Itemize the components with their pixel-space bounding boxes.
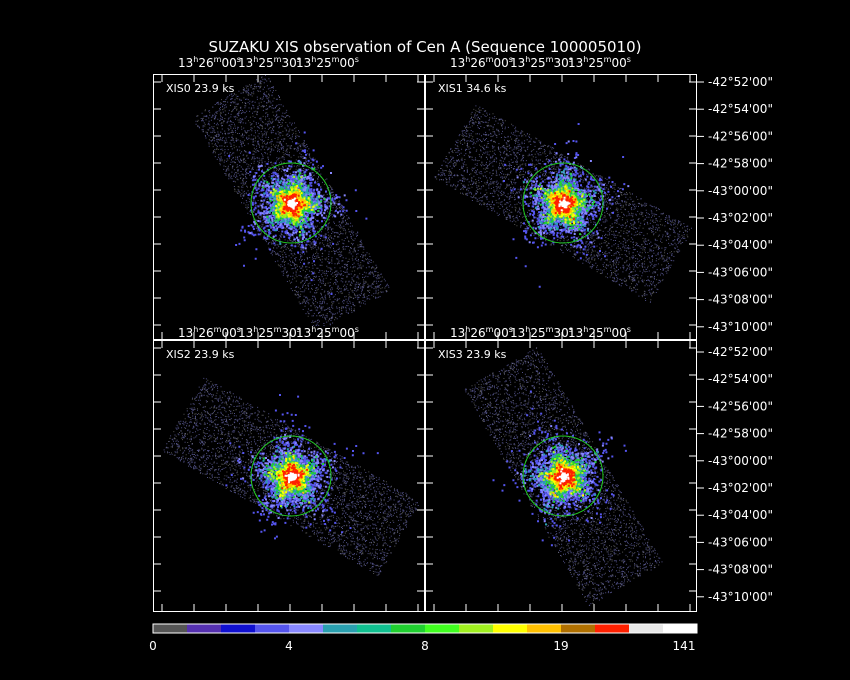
- dec-tick-label: -42°54'00": [708, 102, 773, 116]
- ra-tick-label: 13h26m00s: [178, 325, 241, 340]
- colorbar-label: 0: [149, 639, 157, 653]
- panel-label-xis3: XIS3 23.9 ks: [438, 348, 507, 361]
- dec-tick-label: -43°04'00": [708, 238, 773, 252]
- extraction-region-circle: [522, 162, 604, 244]
- colorbar-segment: [187, 624, 222, 633]
- colorbar-segment: [425, 624, 460, 633]
- colorbar-segment: [595, 624, 630, 633]
- extraction-region-circle: [250, 162, 332, 244]
- dec-tick-label: -42°56'00": [708, 399, 773, 413]
- panel-ticks: [153, 340, 425, 612]
- colorbar-frame: [152, 623, 698, 634]
- ra-tick-label: 13h26m00s: [450, 325, 513, 340]
- dec-tick-label: -43°08'00": [708, 293, 773, 307]
- colorbar-label: 8: [421, 639, 429, 653]
- colorbar-segment: [391, 624, 426, 633]
- dec-tick-label: -42°52'00": [708, 345, 773, 359]
- diffuse-emission-grey: [196, 77, 388, 328]
- colorbar-segment: [459, 624, 494, 633]
- panel-frame: [153, 340, 425, 612]
- dec-tick-label: -43°10'00": [708, 590, 773, 604]
- colorbar-segment: [153, 624, 188, 633]
- panel-image: [163, 377, 419, 576]
- panel-frame: [153, 74, 425, 340]
- diffuse-emission: [464, 347, 663, 606]
- dec-tick-label: -43°00'00": [708, 184, 773, 198]
- dec-tick-label: -43°06'00": [708, 265, 773, 279]
- ra-tick-label: 13h25m00s: [568, 55, 631, 70]
- ra-tick-label: 13h25m00s: [568, 325, 631, 340]
- dec-tick-label: -42°56'00": [708, 129, 773, 143]
- dec-tick-label: -43°08'00": [708, 563, 773, 577]
- dec-tick-label: -43°02'00": [708, 481, 773, 495]
- colorbar-segment: [289, 624, 324, 633]
- colorbar-segment: [493, 624, 528, 633]
- panel-ticks: [153, 74, 425, 340]
- panel-ticks: [425, 74, 697, 340]
- colorbar-label: 19: [553, 639, 568, 653]
- source-counts: [556, 468, 570, 485]
- extraction-region-circle: [250, 435, 332, 517]
- colorbar-segment: [561, 624, 596, 633]
- panel-frame: [425, 340, 697, 612]
- dec-tick-label: -43°02'00": [708, 211, 773, 225]
- ra-tick-label: 13h25m30s: [510, 55, 573, 70]
- panel-label-xis0: XIS0 23.9 ks: [166, 82, 235, 95]
- colorbar-segment: [629, 624, 664, 633]
- ra-tick-label: 13h26m00s: [178, 55, 241, 70]
- ra-tick-label: 13h25m00s: [296, 325, 359, 340]
- panel-label-xis1: XIS1 34.6 ks: [438, 82, 507, 95]
- colorbar-label: 4: [285, 639, 293, 653]
- panel-image: [195, 74, 390, 331]
- source-counts: [283, 197, 298, 210]
- dec-tick-label: -42°52'00": [708, 75, 773, 89]
- panel-image: [434, 105, 692, 303]
- colorbar: 0 4 8 19 141: [149, 623, 698, 653]
- ra-tick-label: 13h25m30s: [238, 325, 301, 340]
- dec-tick-label: -42°54'00": [708, 372, 773, 386]
- colorbar-segment: [357, 624, 392, 633]
- panel-image: [464, 347, 663, 606]
- source-counts: [558, 196, 571, 212]
- dec-tick-label: -42°58'00": [708, 427, 773, 441]
- panels-layer: XIS0 23.9 ks13h26m00s13h25m30s13h25m00sX…: [153, 55, 697, 612]
- dec-tick-label: -43°00'00": [708, 454, 773, 468]
- dec-tick-label: -43°04'00": [708, 508, 773, 522]
- extraction-region-circle: [522, 435, 604, 517]
- declination-axis: -42°52'00" -42°54'00" -42°56'00" -42°58'00"…: [697, 75, 773, 604]
- panel-ticks: [425, 340, 697, 612]
- ra-tick-label: 13h25m30s: [238, 55, 301, 70]
- source-counts: [284, 472, 300, 484]
- colorbar-label: 141: [673, 639, 696, 653]
- colorbar-segment: [527, 624, 562, 633]
- dec-tick-label: -42°58'00": [708, 157, 773, 171]
- colorbar-segment: [323, 624, 358, 633]
- ra-tick-label: 13h25m30s: [510, 325, 573, 340]
- figure-title: SUZAKU XIS observation of Cen A (Sequenc…: [208, 38, 641, 56]
- colorbar-segment: [221, 624, 256, 633]
- dec-tick-label: -43°10'00": [708, 320, 773, 334]
- ra-tick-label: 13h26m00s: [450, 55, 513, 70]
- dec-tick-label: -43°06'00": [708, 535, 773, 549]
- colorbar-segment: [255, 624, 290, 633]
- panel-frame: [425, 74, 697, 340]
- panel-label-xis2: XIS2 23.9 ks: [166, 348, 235, 361]
- ra-tick-label: 13h25m00s: [296, 55, 359, 70]
- colorbar-segment: [663, 624, 698, 633]
- diffuse-emission: [434, 105, 692, 303]
